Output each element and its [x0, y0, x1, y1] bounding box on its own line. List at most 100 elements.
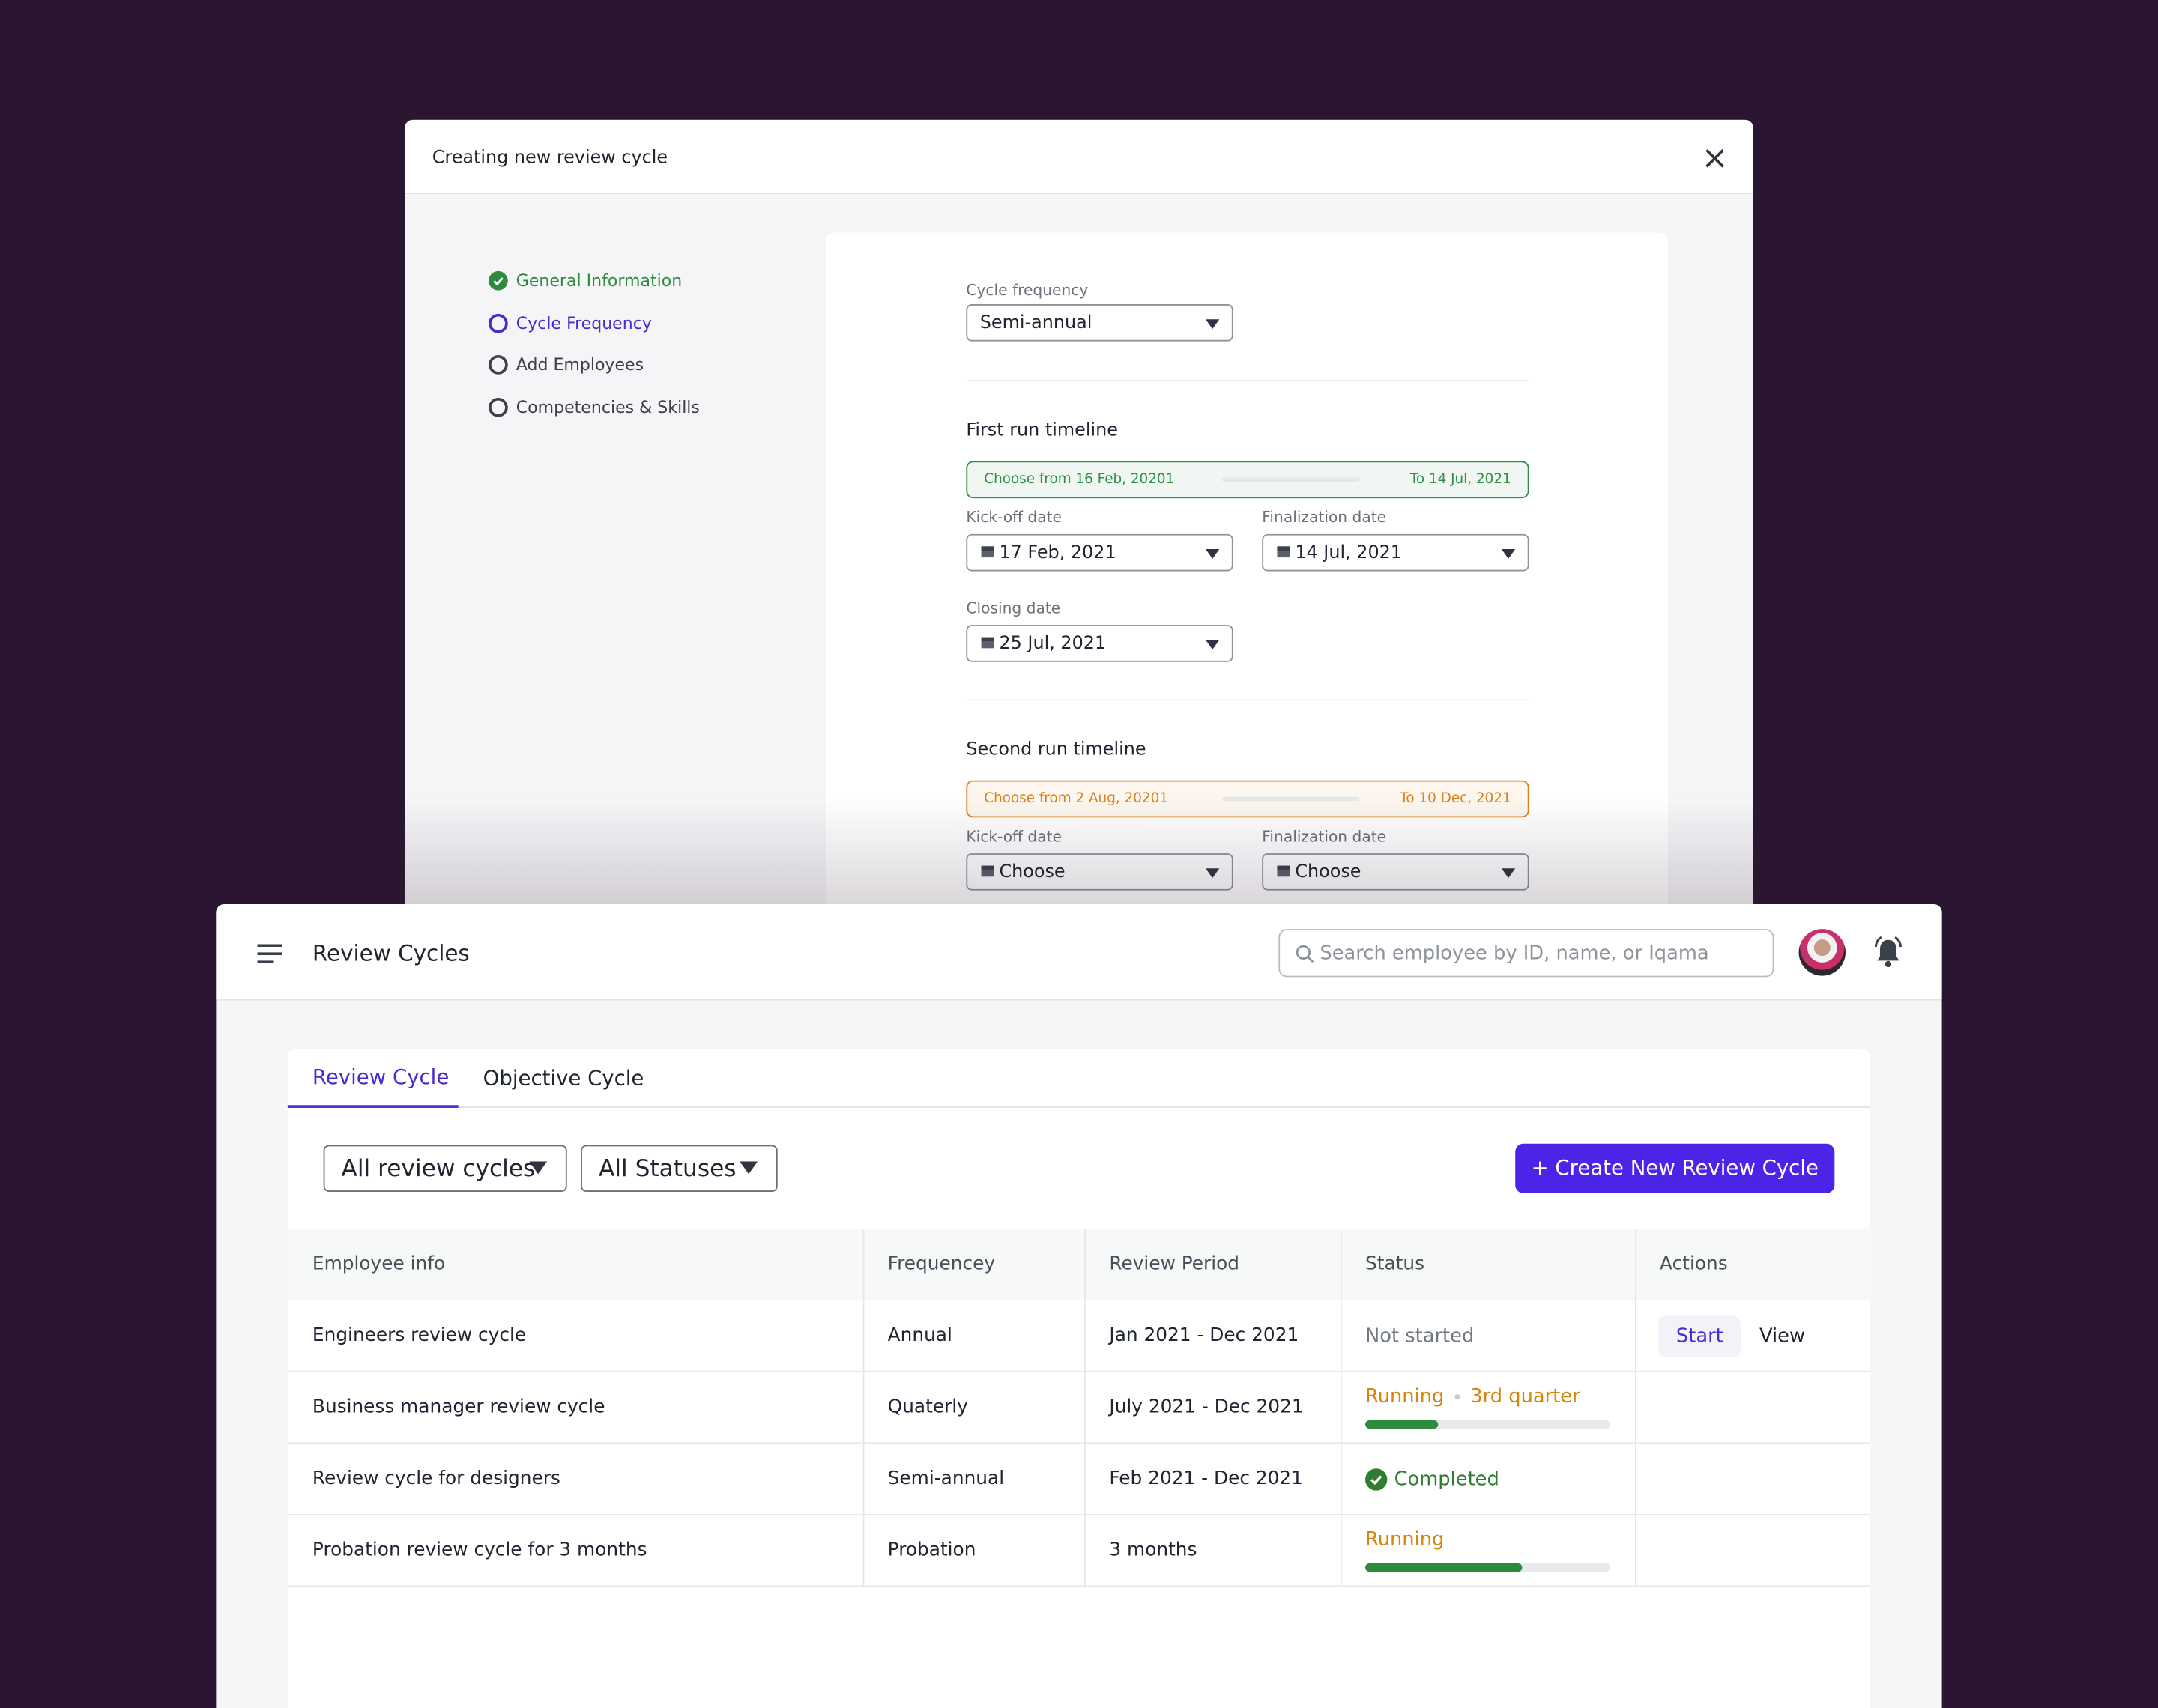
- tab-border: [287, 1106, 1871, 1108]
- filter-dropdown[interactable]: All Statuses: [581, 1145, 778, 1193]
- step-label[interactable]: General Information: [516, 270, 683, 291]
- field-label: Cycle frequency: [966, 281, 1089, 300]
- column-divider: [862, 1229, 865, 1587]
- dropdown-arrow: [1501, 549, 1516, 559]
- dropdown[interactable]: 14 Jul, 2021: [1262, 533, 1529, 572]
- range-bar: Choose from 16 Feb, 20201 To 14 Jul, 2021: [966, 461, 1529, 499]
- dropdown[interactable]: 25 Jul, 2021: [966, 625, 1233, 662]
- dropdown[interactable]: Semi-annual: [966, 304, 1233, 342]
- range-track: [1221, 796, 1360, 802]
- column-divider: [1340, 1229, 1342, 1587]
- calendar-icon: [981, 546, 994, 558]
- status: Completed: [1394, 1468, 1499, 1491]
- dropdown[interactable]: Choose: [966, 853, 1233, 891]
- step-label[interactable]: Competencies & Skills: [516, 398, 700, 417]
- row-divider: [287, 1585, 1871, 1587]
- create-button-label: + Create New Review Cycle: [1531, 1155, 1819, 1181]
- table-header: [287, 1229, 1871, 1301]
- cell-period: 3 months: [1109, 1539, 1197, 1561]
- cell-name: Engineers review cycle: [312, 1324, 527, 1347]
- cell-name: Business manager review cycle: [312, 1396, 605, 1418]
- progress-fill: [1365, 1563, 1523, 1572]
- column-header: Frequencey: [887, 1253, 996, 1275]
- action-label: View: [1759, 1325, 1806, 1348]
- row-divider: [287, 1370, 1871, 1372]
- filter-dropdown[interactable]: All review cycles: [323, 1145, 567, 1193]
- calendar-icon: [981, 637, 994, 649]
- form-card: [826, 232, 1669, 948]
- dropdown-value: 25 Jul, 2021: [999, 634, 1107, 655]
- range-from: Choose from 16 Feb, 20201: [984, 472, 1175, 488]
- dropdown-value: 17 Feb, 2021: [999, 542, 1116, 564]
- column-header: Review Period: [1109, 1253, 1240, 1275]
- cell-period: Jan 2021 - Dec 2021: [1109, 1324, 1299, 1347]
- status: Not started: [1365, 1325, 1475, 1348]
- range-from: Choose from 2 Aug, 20201: [984, 792, 1168, 806]
- field-label: Closing date: [966, 599, 1061, 617]
- dropdown-arrow: [1501, 868, 1516, 879]
- modal-fade: [404, 798, 1753, 909]
- progress-fill: [1365, 1420, 1439, 1429]
- filter-value: All Statuses: [598, 1155, 737, 1184]
- tab[interactable]: Review Cycle: [312, 1065, 450, 1090]
- dropdown-arrow: [1205, 549, 1220, 559]
- range-to: To 14 Jul, 2021: [1409, 472, 1511, 488]
- tab[interactable]: Objective Cycle: [483, 1065, 644, 1091]
- cell-name: Review cycle for designers: [312, 1467, 560, 1490]
- cell-frequency: Probation: [887, 1539, 976, 1561]
- column-header: Status: [1365, 1253, 1425, 1275]
- cell-period: Feb 2021 - Dec 2021: [1109, 1467, 1303, 1490]
- modal-title: Creating new review cycle: [432, 148, 668, 169]
- status-phase: 3rd quarter: [1470, 1386, 1580, 1408]
- create-button[interactable]: + Create New Review Cycle: [1515, 1143, 1835, 1193]
- range-bar: Choose from 2 Aug, 20201 To 10 Dec, 2021: [966, 780, 1529, 818]
- action-button[interactable]: View: [1744, 1315, 1821, 1357]
- dropdown-arrow: [1205, 640, 1220, 650]
- row-divider: [287, 1442, 1871, 1444]
- cell-frequency: Semi-annual: [887, 1467, 1005, 1490]
- status-icon: [1365, 1468, 1388, 1491]
- cell-period: July 2021 - Dec 2021: [1109, 1396, 1304, 1418]
- action-label: Start: [1675, 1325, 1723, 1348]
- dropdown[interactable]: 17 Feb, 2021: [966, 533, 1233, 572]
- calendar-icon: [981, 865, 994, 877]
- status-dot: [1455, 1394, 1461, 1400]
- divider: [966, 699, 1529, 701]
- step-label[interactable]: Cycle Frequency: [516, 313, 652, 333]
- range-track: [1221, 477, 1360, 482]
- dropdown-arrow: [529, 1161, 548, 1175]
- dropdown-arrow: [740, 1161, 758, 1175]
- app-title: Review Cycles: [312, 939, 470, 966]
- column-divider: [1634, 1229, 1636, 1587]
- calendar-icon: [1277, 546, 1290, 558]
- cell-frequency: Annual: [887, 1324, 952, 1347]
- row-divider: [287, 1513, 1871, 1515]
- progress-track: [1365, 1420, 1610, 1429]
- close-button[interactable]: [1704, 148, 1726, 169]
- column-header: Actions: [1660, 1253, 1728, 1275]
- menu-button[interactable]: [257, 942, 282, 964]
- avatar[interactable]: [1798, 929, 1846, 976]
- section-title: First run timeline: [966, 420, 1118, 441]
- step-icon: [489, 355, 508, 375]
- step-icon: [489, 313, 508, 333]
- field-label: Kick-off date: [966, 508, 1062, 527]
- status: Running: [1365, 1386, 1445, 1408]
- step-icon: [489, 270, 508, 291]
- search-box[interactable]: Search employee by ID, name, or Iqama: [1278, 929, 1774, 978]
- dropdown-value: 14 Jul, 2021: [1295, 542, 1403, 564]
- step-icon: [489, 398, 508, 417]
- dropdown-value: Choose: [999, 864, 1065, 882]
- step-label[interactable]: Add Employees: [516, 355, 644, 375]
- status: Running: [1365, 1529, 1445, 1551]
- search-placeholder: Search employee by ID, name, or Iqama: [1320, 942, 1709, 965]
- notifications-button[interactable]: [1873, 936, 1903, 969]
- dropdown[interactable]: Choose: [1262, 853, 1529, 891]
- field-label: Finalization date: [1262, 829, 1386, 844]
- calendar-icon: [1277, 865, 1290, 877]
- modal-header: [404, 119, 1753, 195]
- dropdown-arrow: [1205, 868, 1220, 879]
- action-button[interactable]: Start: [1658, 1315, 1741, 1357]
- column-divider: [1084, 1229, 1086, 1587]
- range-to: To 10 Dec, 2021: [1400, 792, 1511, 806]
